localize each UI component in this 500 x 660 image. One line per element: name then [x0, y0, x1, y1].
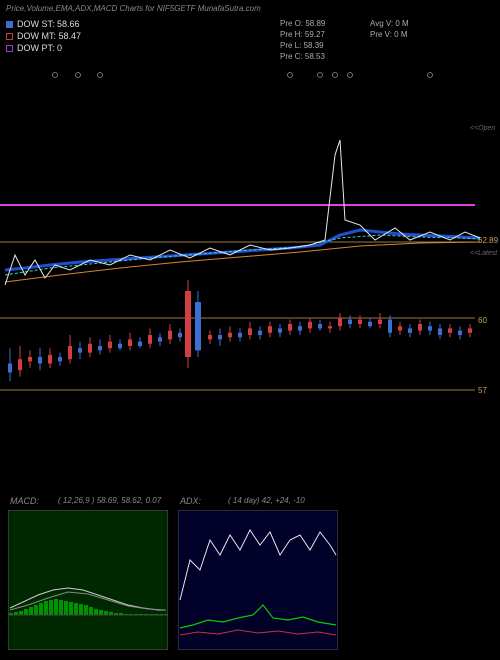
stats-volume: Avg V: 0 MPre V: 0 M	[370, 18, 409, 40]
svg-text:57: 57	[478, 386, 487, 395]
macd-title: MACD:	[10, 496, 39, 506]
svg-text:62.89: 62.89	[478, 236, 499, 245]
adx-values: ( 14 day) 42, +24, -10	[228, 496, 305, 505]
macd-panel: MACD: ( 12,26,9 ) 58.69, 58.62, 0.07	[8, 510, 168, 650]
price-chart: 62.89 60 57 <<Open <<Latest	[0, 60, 500, 400]
adx-panel: ADX: ( 14 day) 42, +24, -10	[178, 510, 338, 650]
svg-text:<<Latest: <<Latest	[470, 250, 498, 257]
macd-values: ( 12,26,9 ) 58.69, 58.62, 0.07	[58, 496, 161, 505]
svg-text:<<Open: <<Open	[470, 125, 495, 132]
adx-title: ADX:	[180, 496, 201, 506]
svg-text:60: 60	[478, 316, 487, 325]
stats-ohlc: Pre O: 58.89Pre H: 59.27Pre L: 58.39Pre …	[280, 18, 325, 62]
chart-title: Price,Volume,EMA,ADX,MACD Charts for NIF…	[6, 4, 261, 13]
indicator-legend: DOW ST: 58.66DOW MT: 58.47DOW PT: 0	[6, 18, 81, 54]
